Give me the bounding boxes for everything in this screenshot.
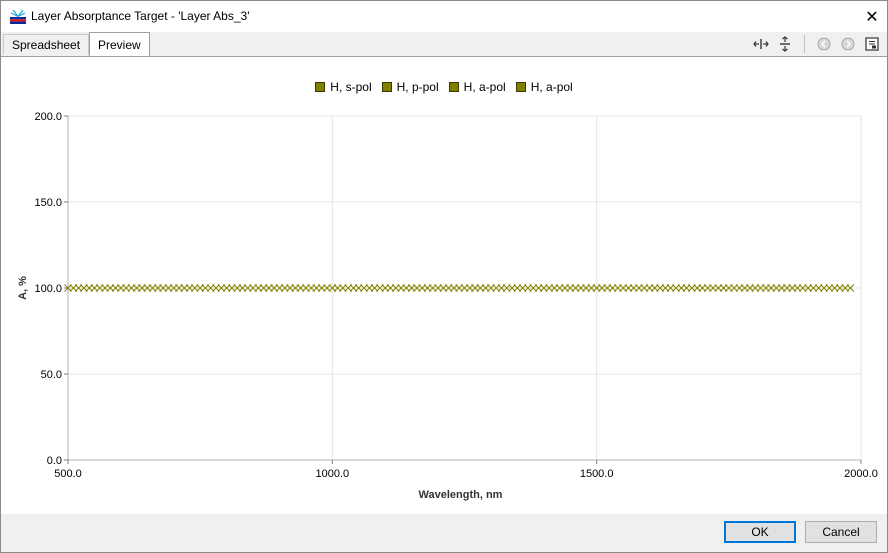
legend-swatch: [448, 82, 459, 92]
tab-preview[interactable]: Preview: [89, 32, 150, 56]
preview-toolbar: [748, 32, 883, 56]
legend-swatch: [515, 82, 526, 92]
y-tick-label: 200.0: [34, 111, 62, 123]
forward-icon: [841, 37, 855, 51]
close-button[interactable]: ✕: [857, 1, 887, 32]
close-icon: ✕: [865, 8, 879, 26]
legend-item: H, a-pol: [515, 80, 573, 94]
y-tick-label: 100.0: [34, 283, 62, 295]
legend-label: H, a-pol: [463, 80, 506, 94]
legend-label: H, s-pol: [330, 80, 372, 94]
legend-label: H, a-pol: [530, 80, 573, 94]
legend-item: H, s-pol: [315, 80, 372, 94]
fit-height-button[interactable]: [774, 33, 796, 55]
legend-swatch: [315, 82, 326, 92]
legend-swatch: [381, 82, 392, 92]
tab-spreadsheet[interactable]: Spreadsheet: [3, 34, 90, 55]
dialog-footer: OK Cancel: [1, 514, 887, 552]
y-axis-label: A, %: [17, 276, 29, 300]
y-tick-label: 0.0: [47, 455, 62, 467]
x-tick-label: 1500.0: [580, 468, 614, 480]
fit-width-button[interactable]: [750, 33, 772, 55]
x-tick-label: 1000.0: [316, 468, 350, 480]
legend-item: H, a-pol: [448, 80, 506, 94]
ok-button[interactable]: OK: [724, 521, 796, 543]
x-tick-label: 2000.0: [844, 468, 878, 480]
cancel-button[interactable]: Cancel: [805, 521, 877, 543]
x-tick-label: 500.0: [54, 468, 82, 480]
tab-strip: Spreadsheet Preview: [1, 32, 887, 57]
forward-button[interactable]: [837, 33, 859, 55]
window-title: Layer Absorptance Target - 'Layer Abs_3': [31, 9, 250, 23]
app-icon: [10, 10, 26, 24]
data-point: [846, 284, 855, 292]
chart-plot: 0.0 50.0 100.0 150.0 200.0 500.0 1000.0 1500.0 2…: [17, 111, 878, 501]
title-bar: Layer Absorptance Target - 'Layer Abs_3'…: [1, 1, 887, 32]
fit-width-icon: [753, 39, 769, 49]
legend-item: H, p-pol: [381, 80, 439, 94]
back-icon: [817, 37, 831, 51]
chart-panel: H, s-pol H, p-pol H, a-pol H, a-pol 0.0 5…: [1, 57, 887, 514]
y-tick-label: 150.0: [34, 197, 62, 209]
y-tick-label: 50.0: [41, 369, 62, 381]
chart-legend: H, s-pol H, p-pol H, a-pol H, a-pol: [1, 80, 887, 94]
export-button[interactable]: [861, 33, 883, 55]
fit-height-icon: [780, 36, 790, 52]
export-icon: [865, 37, 879, 51]
legend-label: H, p-pol: [396, 80, 439, 94]
x-axis-label: Wavelength, nm: [419, 489, 503, 501]
back-button[interactable]: [813, 33, 835, 55]
toolbar-separator: [804, 35, 805, 53]
